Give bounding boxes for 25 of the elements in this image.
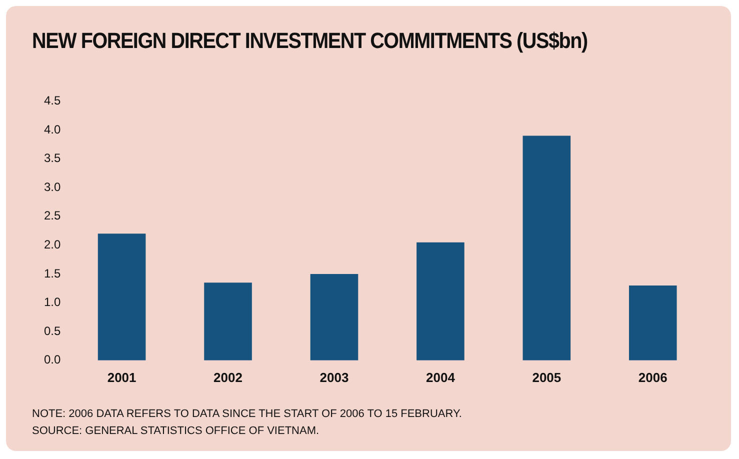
y-tick-label: 0.5 bbox=[44, 324, 61, 338]
x-tick-label: 2004 bbox=[426, 370, 456, 385]
y-tick-label: 0.0 bbox=[44, 352, 61, 367]
y-tick-label: 1.5 bbox=[44, 266, 61, 280]
x-tick-label: 2002 bbox=[214, 370, 242, 385]
source-note: SOURCE: GENERAL STATISTICS OFFICE OF VIETNAM. bbox=[32, 424, 320, 439]
y-tick-label: 1.0 bbox=[44, 295, 61, 310]
y-tick-label: 4.5 bbox=[44, 94, 61, 108]
x-tick-label: 2001 bbox=[107, 370, 136, 385]
x-tick-label: 2006 bbox=[638, 370, 668, 385]
bar bbox=[98, 234, 146, 360]
y-tick-label: 3.5 bbox=[44, 151, 61, 166]
y-tick-label: 2.0 bbox=[44, 238, 61, 252]
bar bbox=[204, 282, 252, 360]
x-tick-label: 2003 bbox=[320, 370, 349, 385]
text: NOTE: 2006 DATA REFERS TO DATA SINCE THE START OF 2006 TO 15 FEBRUARY. bbox=[32, 407, 462, 422]
bar bbox=[416, 242, 464, 360]
y-tick-label: 2.5 bbox=[44, 208, 61, 223]
bar bbox=[628, 286, 677, 360]
bar bbox=[522, 136, 571, 360]
chart-title: NEW FOREIGN DIRECT INVESTMENT COMMITMENTS (US$bn) bbox=[32, 28, 588, 54]
y-tick-label: 3.0 bbox=[44, 180, 61, 194]
x-tick-label: 2005 bbox=[532, 370, 562, 385]
bar bbox=[310, 274, 358, 360]
y-tick-label: 4.0 bbox=[44, 122, 61, 136]
